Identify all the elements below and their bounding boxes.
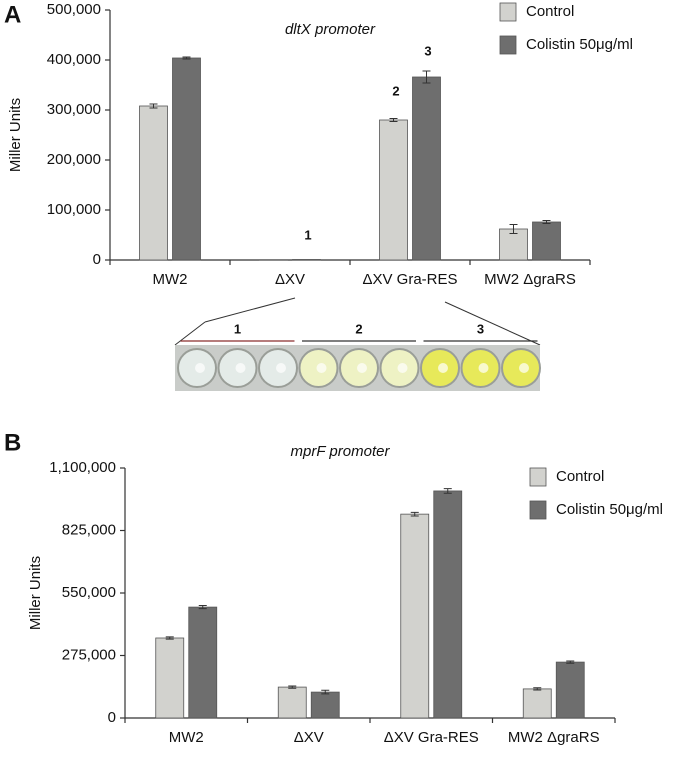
well-highlight: [478, 363, 489, 373]
bar: [310, 691, 340, 719]
x-tick-label: ΔXV: [275, 271, 305, 288]
panel-label: B: [4, 429, 21, 456]
y-tick-label: 825,000: [62, 521, 116, 538]
bar: [532, 221, 561, 261]
legend-swatch: [499, 35, 517, 55]
y-tick-label: 200,000: [47, 151, 101, 168]
legend-label: Colistin 50μg/ml: [526, 36, 633, 53]
error-bar: [443, 488, 452, 494]
y-tick-label: 100,000: [47, 201, 101, 218]
inset-connector: [174, 321, 206, 346]
bar: [172, 57, 201, 261]
error-bar: [509, 224, 518, 234]
inset-connector: [444, 301, 541, 346]
bar: [433, 490, 463, 719]
error-bar: [422, 70, 431, 84]
inset-label: 2: [355, 321, 362, 336]
error-bar: [542, 220, 551, 224]
error-bar: [410, 511, 419, 517]
well-highlight: [357, 363, 367, 373]
x-tick-label: ΔXV Gra-RES: [384, 729, 479, 746]
chart-title: mprF promoter: [291, 443, 391, 460]
y-tick-label: 550,000: [62, 584, 116, 601]
y-tick-label: 300,000: [47, 101, 101, 118]
y-axis-label: Miller Units: [27, 556, 44, 630]
y-tick-label: 1,100,000: [49, 459, 116, 476]
error-bar: [182, 56, 191, 60]
error-bar: [149, 103, 158, 109]
x-tick-label: ΔXV Gra-RES: [362, 271, 457, 288]
x-tick-label: MW2: [169, 729, 204, 746]
bar-annotation: 1: [304, 227, 311, 242]
bar: [277, 686, 307, 719]
well-highlight: [276, 363, 286, 373]
bar: [522, 688, 552, 719]
error-bar: [533, 687, 542, 691]
legend-swatch: [529, 500, 547, 520]
chart-title: dltX promoter: [285, 21, 376, 38]
bar: [555, 661, 585, 719]
y-axis-label: Miller Units: [7, 98, 24, 172]
x-tick-label: MW2 ΔgraRS: [484, 271, 576, 288]
well-highlight: [195, 363, 205, 373]
error-bar: [198, 605, 207, 610]
y-tick-label: 0: [108, 709, 116, 726]
legend-label: Control: [526, 3, 574, 20]
inset-label: 1: [234, 321, 241, 336]
x-tick-label: ΔXV: [294, 729, 324, 746]
bar-annotation: 2: [392, 83, 399, 98]
bar: [139, 105, 168, 261]
bar: [412, 76, 441, 261]
bar: [188, 606, 218, 719]
error-bar: [389, 118, 398, 122]
y-tick-label: 400,000: [47, 51, 101, 68]
y-tick-label: 0: [93, 251, 101, 268]
x-tick-label: MW2 ΔgraRS: [508, 729, 600, 746]
bar: [292, 259, 321, 261]
bar: [155, 637, 185, 719]
error-bar: [288, 685, 297, 689]
bar: [400, 513, 430, 719]
legend-label: Colistin 50μg/ml: [556, 501, 663, 518]
error-bar: [566, 660, 575, 664]
x-tick-label: MW2: [153, 271, 188, 288]
well-highlight: [316, 363, 327, 373]
well-highlight: [438, 363, 448, 373]
bar-annotation: 3: [424, 43, 431, 58]
y-tick-label: 275,000: [62, 646, 116, 663]
error-bar: [321, 689, 330, 695]
error-bar: [165, 636, 174, 640]
y-tick-label: 500,000: [47, 1, 101, 18]
well-highlight: [397, 363, 408, 373]
inset-label: 3: [477, 321, 484, 336]
well-highlight: [519, 363, 529, 373]
legend-label: Control: [556, 468, 604, 485]
well-highlight: [235, 363, 246, 373]
bar: [379, 119, 408, 261]
legend-swatch: [529, 467, 547, 487]
panel-label: A: [4, 1, 21, 28]
inset-connector: [204, 297, 296, 323]
legend-swatch: [499, 2, 517, 22]
